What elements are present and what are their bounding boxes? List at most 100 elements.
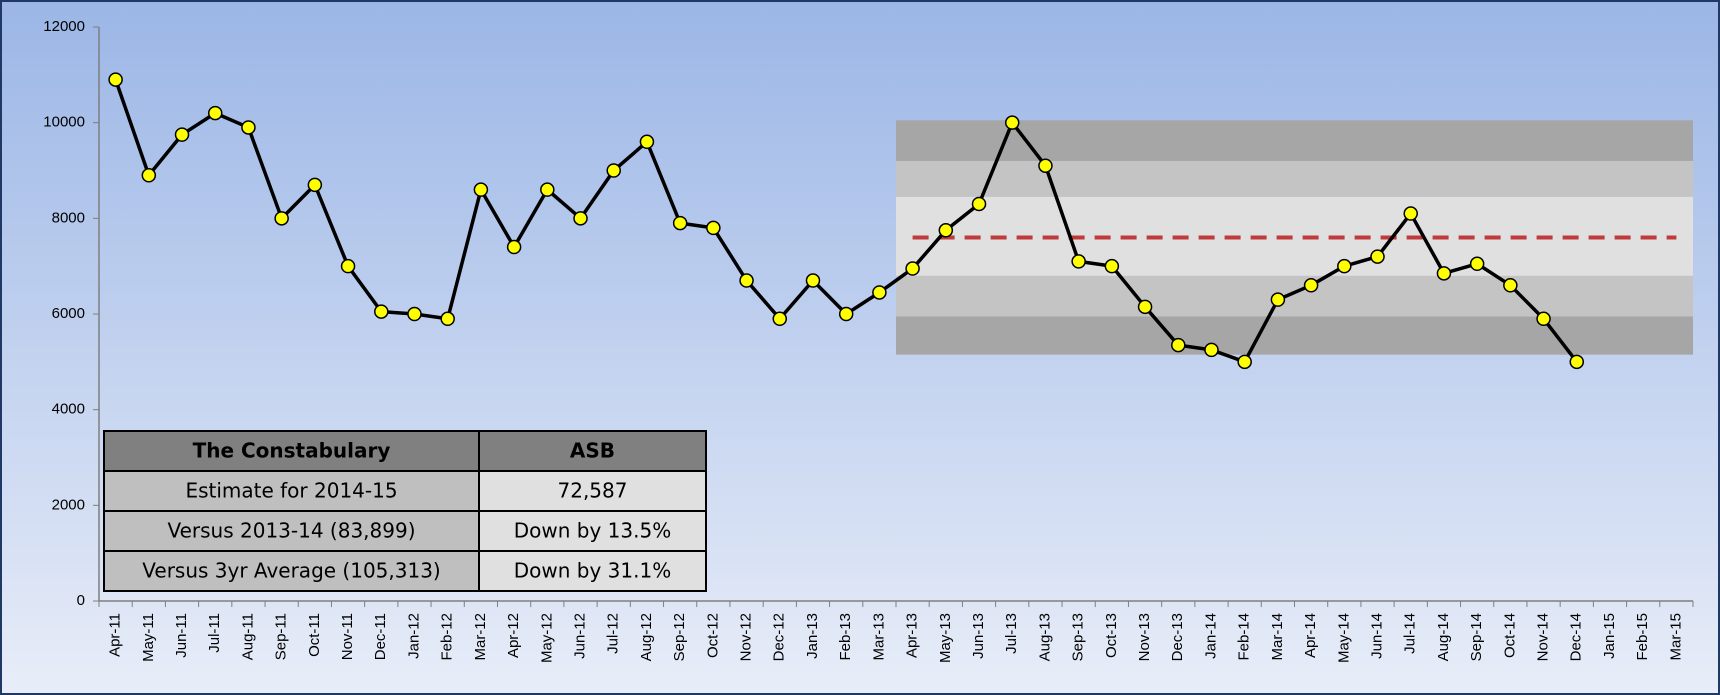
table-text: Versus 3yr Average (105,313) xyxy=(142,559,440,583)
x-tick-label: Sep-11 xyxy=(273,613,290,660)
data-point xyxy=(340,258,356,274)
table-cell xyxy=(103,550,480,592)
data-point xyxy=(174,127,190,142)
x-tick-label: Jul-14 xyxy=(1402,613,1419,654)
x-tick-label: Jul-11 xyxy=(206,613,223,653)
data-point xyxy=(207,105,223,121)
x-tick-label: Oct-13 xyxy=(1103,613,1120,658)
data-point xyxy=(1038,158,1053,173)
data-point xyxy=(1403,206,1418,221)
x-tick-label: Jun-12 xyxy=(571,613,588,659)
x-tick-label: Aug-14 xyxy=(1435,613,1452,661)
x-tick-label: Sep-12 xyxy=(671,613,688,661)
control-band xyxy=(896,316,1693,355)
x-tick-label: Mar-12 xyxy=(472,613,489,661)
x-tick-label: Feb-13 xyxy=(837,613,854,661)
table-text: Down by 31.1% xyxy=(514,559,671,583)
x-tick-label: Apr-11 xyxy=(107,613,124,657)
data-point xyxy=(606,163,621,178)
x-tick-label: May-13 xyxy=(937,613,954,663)
x-tick-label: Aug-11 xyxy=(239,613,256,660)
x-tick-label: Apr-12 xyxy=(505,613,522,658)
table-header-cell xyxy=(478,430,707,472)
data-point xyxy=(1337,258,1352,274)
x-tick-label: Feb-15 xyxy=(1634,613,1651,661)
y-tick-label: 0 xyxy=(77,592,85,609)
x-tick-label: Sep-13 xyxy=(1070,613,1087,661)
x-tick-label: Feb-14 xyxy=(1236,613,1253,661)
x-tick-label: Apr-14 xyxy=(1302,613,1319,658)
table-text: Estimate for 2014-15 xyxy=(185,479,397,503)
x-tick-label: Dec-13 xyxy=(1169,613,1186,661)
x-tick-label: Feb-12 xyxy=(439,613,456,661)
data-point xyxy=(905,261,920,276)
data-point xyxy=(407,306,422,322)
x-tick-label: Jun-14 xyxy=(1368,613,1385,659)
x-tick-label: Sep-14 xyxy=(1468,613,1485,661)
table-text: 72,587 xyxy=(558,479,628,503)
x-tick-label: Mar-15 xyxy=(1667,613,1684,661)
control-band xyxy=(896,160,1693,197)
data-point xyxy=(706,220,721,236)
x-tick-label: May-12 xyxy=(538,613,555,663)
x-tick-label: Oct-11 xyxy=(306,613,323,657)
data-point xyxy=(971,196,987,212)
data-point xyxy=(1104,258,1120,274)
data-point xyxy=(540,182,555,197)
table-header-cell xyxy=(103,430,480,472)
x-tick-label: Dec-14 xyxy=(1568,613,1585,661)
data-point xyxy=(639,134,655,150)
x-tick-label: Jan-15 xyxy=(1601,613,1618,659)
data-point xyxy=(772,311,788,327)
x-tick-label: Oct-14 xyxy=(1501,613,1518,658)
data-point xyxy=(1436,266,1452,281)
y-tick-label: 12000 xyxy=(43,18,85,35)
data-point xyxy=(1536,311,1551,327)
data-point xyxy=(1137,299,1153,315)
data-point xyxy=(872,285,887,300)
data-point xyxy=(274,211,289,226)
data-point xyxy=(1171,337,1186,353)
y-tick-label: 2000 xyxy=(52,496,85,513)
data-point xyxy=(1469,256,1485,272)
x-tick-label: Dec-11 xyxy=(372,613,389,660)
x-tick-label: Jul-13 xyxy=(1003,613,1020,654)
data-point xyxy=(108,72,123,87)
table-header-text: ASB xyxy=(570,439,615,463)
data-point xyxy=(938,223,954,238)
data-point xyxy=(1303,278,1319,293)
x-tick-label: Apr-13 xyxy=(904,613,921,658)
table-cell xyxy=(478,550,707,592)
data-point xyxy=(672,215,688,231)
x-tick-label: Nov-11 xyxy=(339,613,356,660)
table-header-text: The Constabulary xyxy=(193,439,391,463)
data-point xyxy=(573,211,588,226)
table-text: Versus 2013-14 (83,899) xyxy=(167,519,415,543)
table-cell xyxy=(103,510,480,552)
data-point xyxy=(1503,278,1518,293)
x-tick-label: Mar-14 xyxy=(1269,613,1286,661)
x-tick-label: Mar-13 xyxy=(870,613,887,661)
x-tick-label: Oct-12 xyxy=(704,613,721,658)
x-tick-label: Jul-12 xyxy=(605,613,622,654)
x-tick-label: Aug-12 xyxy=(638,613,655,661)
y-tick-label: 8000 xyxy=(52,209,85,226)
x-tick-label: Jan-14 xyxy=(1202,613,1219,659)
x-tick-label: May-14 xyxy=(1335,613,1352,663)
table-text: Down by 13.5% xyxy=(514,519,671,543)
table-cell xyxy=(103,470,480,512)
x-tick-label: Nov-12 xyxy=(738,613,755,661)
x-tick-label: Jan-13 xyxy=(804,613,821,659)
x-tick-label: Dec-12 xyxy=(771,613,788,661)
data-point xyxy=(374,304,389,319)
data-point xyxy=(1204,342,1219,358)
table-cell xyxy=(478,470,707,512)
x-tick-label: Nov-14 xyxy=(1535,613,1552,661)
x-tick-label: Jan-12 xyxy=(405,613,422,659)
x-tick-label: May-11 xyxy=(140,613,157,662)
data-point xyxy=(473,182,489,197)
control-band xyxy=(896,120,1693,161)
data-point xyxy=(440,311,455,327)
data-point xyxy=(1569,354,1585,370)
